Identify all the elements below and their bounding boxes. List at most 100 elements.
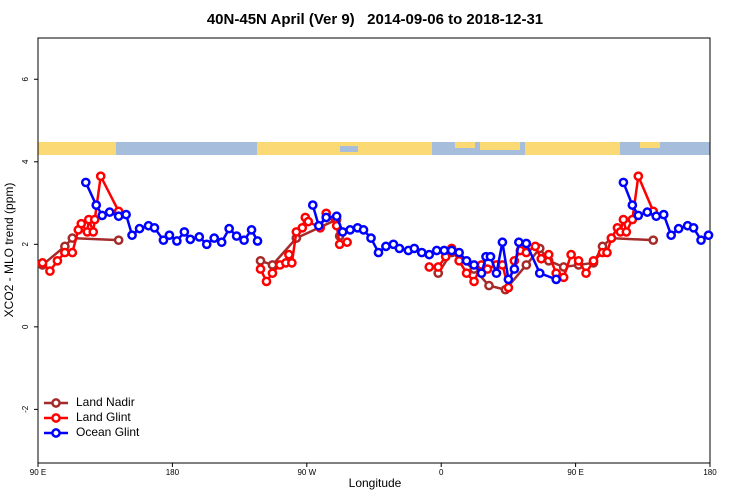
data-point: [461, 255, 472, 266]
legend-label: Land Glint: [76, 410, 131, 424]
x-tick-label: 180: [166, 468, 180, 477]
data-point: [345, 225, 355, 235]
data-point: [267, 268, 278, 279]
data-point: [439, 245, 450, 256]
data-point: [134, 223, 145, 234]
data-point: [673, 223, 684, 234]
data-point: [491, 268, 502, 279]
y-tick-label: -2: [21, 405, 30, 413]
y-tick-label: 4: [21, 159, 30, 164]
data-point: [454, 255, 464, 266]
data-point: [618, 177, 629, 188]
data-point: [551, 274, 562, 285]
data-point: [534, 268, 545, 279]
data-point: [179, 227, 190, 237]
data-point: [67, 247, 78, 258]
data-point: [231, 231, 242, 241]
data-point: [521, 238, 532, 249]
land-band: [640, 142, 660, 148]
data-point: [581, 268, 591, 279]
data-point: [366, 233, 376, 243]
data-point: [618, 214, 629, 225]
data-point: [503, 274, 514, 285]
chart-title: 40N-45N April (Ver 9) 2014-09-06 to 2018…: [207, 11, 543, 28]
data-point: [113, 211, 124, 222]
data-point: [696, 235, 706, 246]
data-point: [80, 177, 91, 188]
data-point: [454, 247, 464, 258]
data-point: [651, 211, 662, 222]
data-point: [313, 220, 324, 231]
data-point: [95, 171, 106, 182]
data-point: [307, 200, 318, 210]
data-point: [201, 239, 212, 250]
data-point: [342, 237, 352, 248]
data-point: [358, 225, 369, 235]
data-point: [104, 207, 115, 217]
data-point: [633, 171, 644, 182]
series: [80, 177, 714, 285]
data-point: [602, 247, 612, 258]
data-point: [209, 233, 220, 243]
data-point: [246, 225, 257, 235]
data-point: [573, 255, 584, 266]
data-point: [521, 260, 532, 270]
legend-marker: [51, 428, 61, 438]
data-point: [469, 276, 479, 287]
x-tick-label: 90 E: [30, 468, 46, 477]
data-point: [121, 209, 131, 220]
data-point: [497, 237, 508, 248]
data-point: [97, 210, 108, 221]
data-point: [88, 227, 99, 237]
data-point: [252, 236, 263, 246]
data-point: [633, 210, 644, 221]
data-point: [536, 253, 547, 264]
x-tick-label: 90 W: [297, 468, 316, 477]
y-axis-label: XCO2 - MLO trend (ppm): [2, 183, 16, 318]
data-point: [91, 200, 102, 210]
data-point: [373, 247, 384, 258]
legend-marker: [51, 413, 61, 423]
data-point: [688, 222, 699, 233]
data-point: [558, 272, 569, 283]
data-point: [334, 239, 345, 250]
data-point: [76, 218, 87, 229]
map-strip: [38, 142, 710, 155]
data-point: [621, 227, 632, 237]
data-point: [284, 249, 294, 260]
data-point: [648, 235, 659, 246]
legend-label: Ocean Glint: [76, 425, 140, 439]
data-point: [60, 247, 70, 258]
data-point: [409, 243, 420, 254]
x-axis-label: Longitude: [349, 476, 402, 490]
data-point: [297, 222, 308, 233]
data-point: [642, 207, 653, 217]
data-point: [287, 258, 297, 268]
data-point: [476, 268, 487, 279]
legend-marker: [51, 398, 61, 408]
data-point: [588, 255, 599, 266]
data-point: [89, 214, 100, 225]
land-band: [480, 142, 520, 150]
data-point: [485, 251, 496, 262]
x-tick-label: 180: [703, 468, 717, 477]
y-tick-label: 0: [21, 324, 30, 329]
data-point: [431, 245, 442, 256]
data-point: [255, 255, 266, 266]
plot-frame: [37, 37, 711, 464]
land-band: [38, 142, 116, 155]
land-band: [525, 142, 620, 155]
data-point: [45, 266, 55, 276]
data-point: [185, 234, 196, 245]
data-point: [543, 249, 554, 260]
data-point: [216, 237, 227, 248]
data-point: [627, 200, 638, 210]
data-point: [149, 222, 160, 233]
data-point: [113, 235, 124, 246]
y-tick-label: 6: [21, 76, 30, 81]
data-point: [224, 223, 234, 234]
data-point: [158, 235, 169, 246]
land-band: [455, 142, 475, 148]
